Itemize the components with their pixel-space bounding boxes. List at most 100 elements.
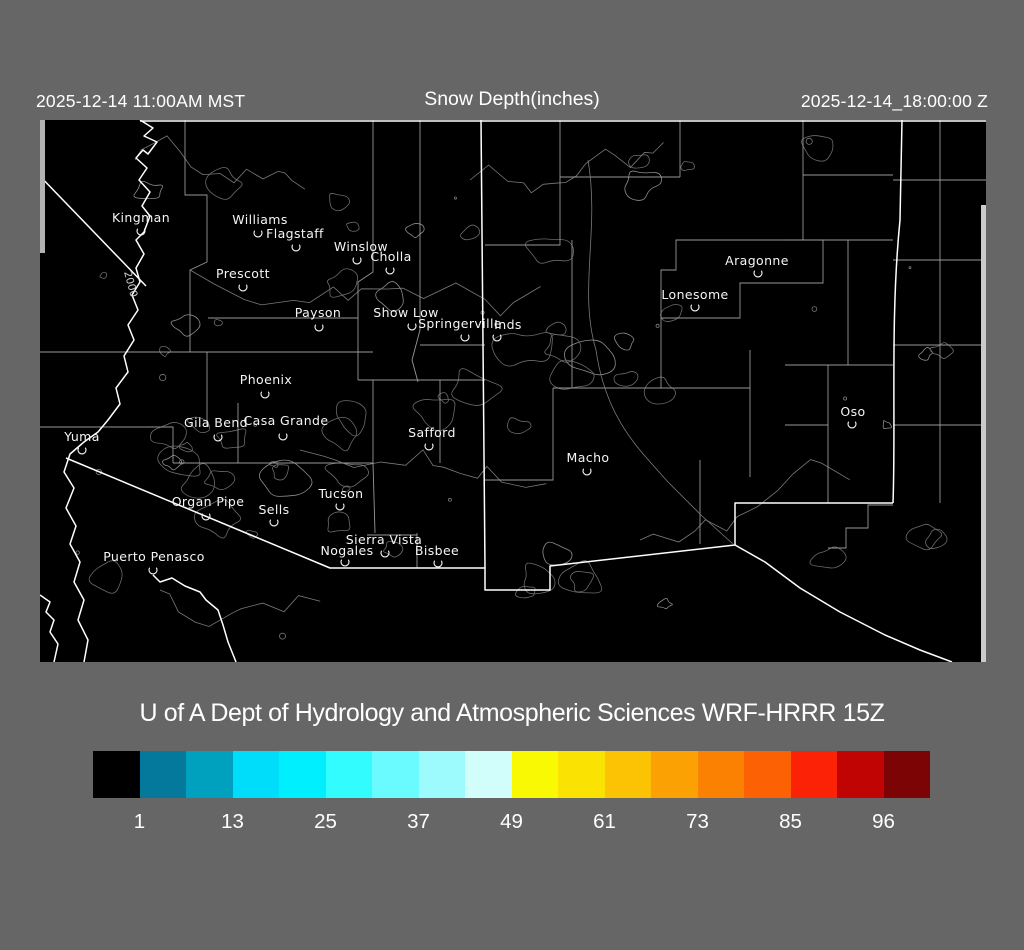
city-lonesome: Lonesome [661,287,728,312]
colorbar-cell-2 [186,751,233,798]
city-bisbee: Bisbee [415,543,459,568]
city-marker-icon [690,304,700,312]
colorbar-tick: 61 [593,810,616,833]
city-phoenix: Phoenix [240,372,292,399]
colorbar-cell-5 [325,751,372,798]
map-canvas: 2000 Kingman Williams Flagstaff Winslow Choll… [40,120,986,662]
city-label: Payson [295,305,342,320]
city-label: Inds [494,317,522,332]
city-marker-icon [352,257,362,265]
city-marker-icon [385,267,395,275]
city-label: Phoenix [240,372,292,387]
city-marker-icon [407,323,417,331]
city-oso: Oso [840,404,865,429]
city-label: Cholla [370,249,411,264]
city-label: Nogales [320,543,373,558]
colorbar-tick: 13 [221,810,244,833]
city-marker-icon [753,270,763,278]
colorbar-cell-7 [418,751,465,798]
city-marker-icon [238,284,248,292]
colorbar-cell-17 [883,751,930,798]
city-safford: Safford [408,425,456,451]
contour-elevation-label: 2000 [121,270,140,299]
city-label: Sells [258,502,289,517]
colorbar-cell-13 [697,751,744,798]
city-label: Bisbee [415,543,459,558]
colorbar-cell-11 [604,751,651,798]
city-marker-icon [291,244,301,252]
colorbar-tick: 73 [686,810,709,833]
city-marker-icon [278,433,288,441]
colorbar-cell-4 [279,751,326,798]
city-label: Lonesome [661,287,728,302]
colorbar-cell-8 [465,751,512,798]
city-macho: Macho [567,450,610,476]
city-prescott: Prescott [216,266,270,292]
city-label: Tucson [317,486,363,501]
product-title: Snow Depth(inches) [424,88,600,110]
source-title: U of A Dept of Hydrology and Atmospheric… [139,699,885,727]
city-marker-icon [213,434,223,442]
city-sierra-vista: Sierra Vista [346,532,422,558]
city-label: Aragonne [725,253,789,268]
colorbar-tick: 85 [779,810,802,833]
city-label: Winslow [334,239,388,254]
city-label: Puerto Penasco [103,549,205,564]
city-label: Kingman [112,210,170,225]
colorbar-cell-6 [372,751,419,798]
colorbar-tick: 37 [407,810,430,833]
colorbar-tick: 25 [314,810,337,833]
city-marker-icon [340,559,350,567]
colorbar-cell-0 [93,751,140,798]
city-winslow: Winslow [334,239,388,265]
timestamp-local: 2025-12-14 11:00AM MST [36,91,246,111]
city-marker-icon [847,421,857,429]
city-marker-icon [335,503,345,511]
city-flagstaff: Flagstaff [266,226,324,252]
city-label: Oso [840,404,865,419]
colorbar [93,751,930,798]
city-gila-bend: Gila Bend [184,415,248,442]
colorbar-cell-14 [744,751,791,798]
colorbar-cell-16 [837,751,884,798]
city-inds: Inds [492,317,522,342]
city-marker-icon [582,468,592,476]
city-label: Casa Grande [244,413,329,428]
city-payson: Payson [295,305,342,332]
city-marker-icon [269,519,279,527]
city-marker-icon [77,447,87,455]
city-marker-icon [460,334,470,342]
city-label: Safford [408,425,456,440]
city-label: Sierra Vista [346,532,422,547]
city-label: Springerville [418,316,502,331]
city-kingman: Kingman [112,210,170,236]
city-marker-icon [314,324,324,332]
city-marker-icon [380,550,390,558]
city-organ-pipe: Organ Pipe [172,494,245,521]
city-sells: Sells [258,502,289,527]
colorbar-cell-10 [558,751,605,798]
city-cholla: Cholla [370,249,411,275]
city-nogales: Nogales [320,543,373,567]
city-marker-icon [253,230,263,238]
city-williams: Williams [232,212,287,238]
colorbar-cell-1 [139,751,186,798]
colorbar-cell-12 [651,751,698,798]
city-aragonne: Aragonne [725,253,789,278]
city-yuma: Yuma [63,429,99,455]
city-marker-icon [136,228,146,236]
city-label: Prescott [216,266,270,281]
city-label: Macho [567,450,610,465]
city-casa-grande: Casa Grande [244,413,329,441]
city-marker-icon [424,443,434,451]
colorbar-tick: 1 [133,810,146,833]
city-puerto-penasco: Puerto Penasco [103,549,205,575]
colorbar-tick: 96 [872,810,895,833]
city-marker-icon [260,391,270,399]
city-marker-icon [201,513,211,521]
city-label: Organ Pipe [172,494,245,509]
city-label: Flagstaff [266,226,324,241]
city-marker-icon [492,334,502,342]
